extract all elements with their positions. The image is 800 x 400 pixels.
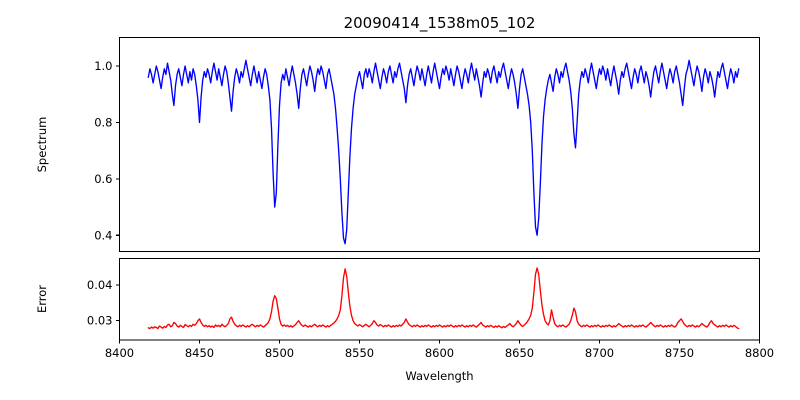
- error-data-line: [147, 267, 740, 330]
- x-tick-label: 8400: [105, 346, 134, 360]
- wavelength-x-ticks: 8400 8450 8500 8550 8600 8650 8700 8750 8800: [105, 340, 774, 360]
- y-tick-label: 0.04: [87, 278, 113, 292]
- spectrum-panel: 0.4 0.6 0.8 1.0 Spectrum: [35, 36, 761, 253]
- x-tick-label: 8750: [665, 346, 694, 360]
- y-tick-label: 0.4: [94, 228, 112, 242]
- x-tick-label: 8800: [745, 346, 774, 360]
- x-tick-label: 8700: [585, 346, 614, 360]
- page-title: 20090414_1538m05_102: [344, 14, 536, 33]
- x-tick-label: 8650: [505, 346, 534, 360]
- error-panel: 0.03 0.04 8400 8450 8500 8550 8600 8650 8700 875…: [35, 257, 774, 360]
- spectrum-axes-frame: [118, 36, 761, 253]
- y-tick-label: 1.0: [94, 59, 112, 73]
- spectrum-data-line: [147, 59, 740, 245]
- x-tick-label: 8600: [425, 346, 454, 360]
- y-tick-label: 0.03: [87, 314, 113, 328]
- error-y-axis-label: Error: [35, 285, 49, 313]
- x-tick-label: 8550: [345, 346, 374, 360]
- error-y-ticks: 0.03 0.04: [87, 278, 120, 328]
- spectrum-y-axis-label: Spectrum: [35, 117, 49, 173]
- x-tick-label: 8450: [185, 346, 214, 360]
- y-tick-label: 0.8: [94, 115, 112, 129]
- x-axis-label: Wavelength: [405, 369, 473, 383]
- x-tick-label: 8500: [265, 346, 294, 360]
- spectrum-y-ticks: 0.4 0.6 0.8 1.0: [94, 59, 120, 242]
- y-tick-label: 0.6: [94, 172, 112, 186]
